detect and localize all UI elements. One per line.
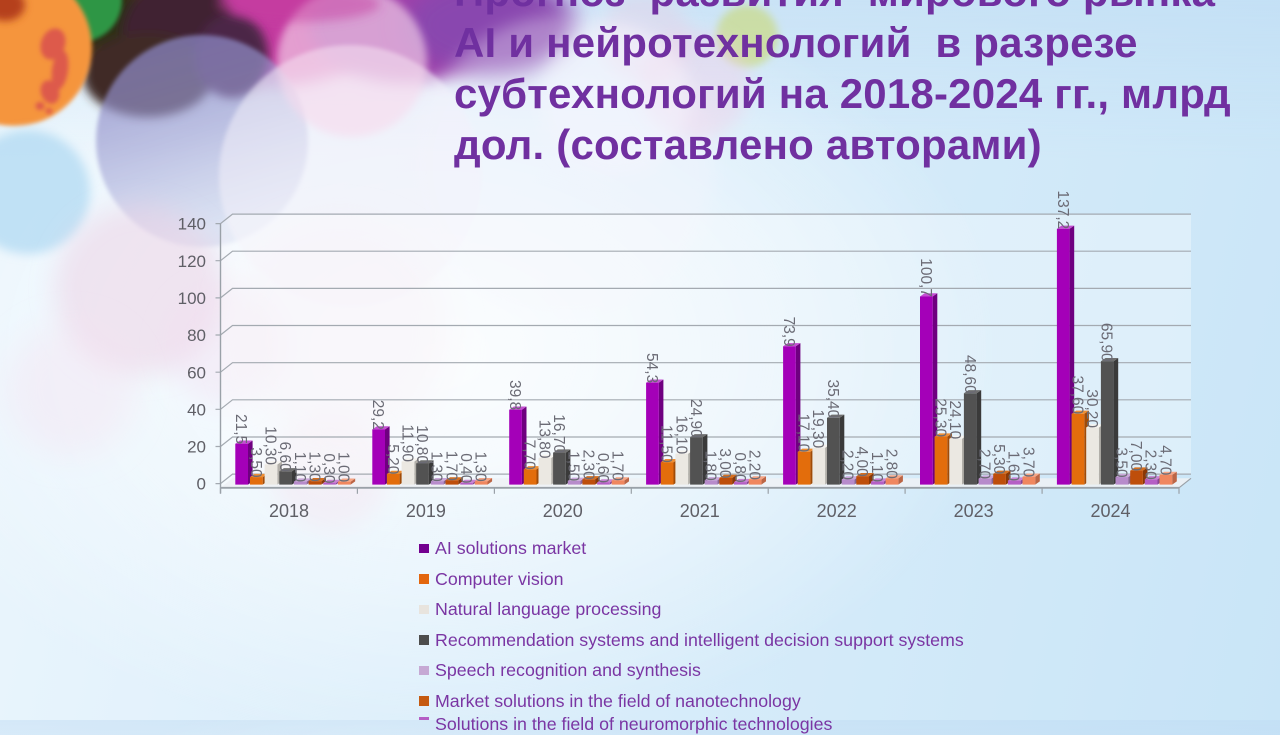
svg-text:1,10: 1,10	[868, 452, 885, 483]
svg-text:137,2: 137,2	[1054, 191, 1071, 230]
svg-text:16,10: 16,10	[672, 415, 689, 454]
svg-text:5,30: 5,30	[990, 444, 1007, 475]
svg-text:100: 100	[178, 289, 206, 308]
svg-text:11,90: 11,90	[398, 424, 415, 462]
svg-text:16,70: 16,70	[550, 414, 567, 453]
svg-text:2019: 2019	[406, 501, 446, 521]
svg-text:3,70: 3,70	[1019, 447, 1036, 478]
svg-text:5,20: 5,20	[384, 444, 401, 475]
svg-text:4,00: 4,00	[853, 447, 870, 478]
svg-text:3,50: 3,50	[247, 447, 264, 478]
svg-text:4,70: 4,70	[1156, 445, 1173, 476]
svg-text:35,40: 35,40	[824, 380, 841, 419]
svg-text:1,00: 1,00	[335, 452, 352, 483]
svg-text:2023: 2023	[954, 501, 994, 521]
svg-text:2,30: 2,30	[1142, 450, 1159, 481]
svg-text:6,60: 6,60	[276, 442, 293, 473]
svg-text:2,20: 2,20	[839, 450, 856, 481]
svg-text:3,50: 3,50	[1112, 447, 1129, 478]
svg-text:21,5: 21,5	[232, 414, 249, 444]
svg-text:37,60: 37,60	[1068, 376, 1085, 415]
svg-text:80: 80	[187, 326, 206, 345]
svg-text:2,80: 2,80	[883, 449, 900, 480]
svg-text:2,30: 2,30	[579, 450, 596, 481]
svg-text:1,80: 1,80	[702, 451, 719, 482]
svg-text:2,70: 2,70	[975, 449, 992, 480]
svg-text:24,10: 24,10	[946, 401, 963, 440]
svg-text:29,2: 29,2	[369, 400, 386, 430]
svg-text:140: 140	[178, 215, 206, 234]
svg-text:0,60: 0,60	[594, 453, 611, 484]
svg-text:7,00: 7,00	[1127, 441, 1144, 472]
svg-text:1,70: 1,70	[442, 451, 459, 482]
svg-text:100,7: 100,7	[917, 258, 934, 297]
svg-text:10,30: 10,30	[262, 426, 279, 465]
svg-text:54,3: 54,3	[643, 353, 660, 383]
svg-text:1,50: 1,50	[565, 451, 582, 482]
svg-text:17,10: 17,10	[795, 414, 812, 453]
svg-text:0,40: 0,40	[457, 453, 474, 484]
svg-text:2018: 2018	[269, 501, 309, 521]
svg-text:11,50: 11,50	[658, 425, 675, 463]
svg-text:1,30: 1,30	[472, 452, 489, 483]
svg-text:10,80: 10,80	[413, 425, 430, 464]
svg-text:19,30: 19,30	[809, 410, 826, 449]
svg-text:2024: 2024	[1090, 501, 1130, 521]
svg-text:24,90: 24,90	[687, 399, 704, 438]
svg-text:13,80: 13,80	[535, 420, 552, 459]
svg-text:20: 20	[187, 438, 206, 457]
svg-text:25,30: 25,30	[932, 398, 949, 437]
svg-text:2021: 2021	[680, 501, 720, 521]
svg-text:1,60: 1,60	[1005, 451, 1022, 482]
svg-text:2020: 2020	[543, 501, 583, 521]
svg-text:73,9: 73,9	[780, 317, 797, 347]
svg-text:3,00: 3,00	[716, 448, 733, 479]
svg-text:7,70: 7,70	[521, 440, 538, 471]
svg-text:0,80: 0,80	[731, 452, 748, 483]
svg-text:60: 60	[187, 363, 206, 382]
svg-text:39,8: 39,8	[506, 380, 523, 410]
svg-text:1,10: 1,10	[291, 452, 308, 483]
svg-text:1,30: 1,30	[305, 452, 322, 483]
svg-text:120: 120	[178, 252, 206, 271]
svg-text:0: 0	[197, 475, 206, 494]
svg-text:2,20: 2,20	[746, 450, 763, 481]
svg-text:30,20: 30,20	[1083, 389, 1100, 428]
svg-text:1,30: 1,30	[428, 452, 445, 483]
svg-text:0,30: 0,30	[320, 453, 337, 484]
svg-text:1,70: 1,70	[609, 451, 626, 482]
svg-text:48,60: 48,60	[961, 355, 978, 394]
svg-text:40: 40	[187, 400, 206, 419]
svg-text:2022: 2022	[817, 501, 857, 521]
svg-text:65,90: 65,90	[1098, 323, 1115, 362]
